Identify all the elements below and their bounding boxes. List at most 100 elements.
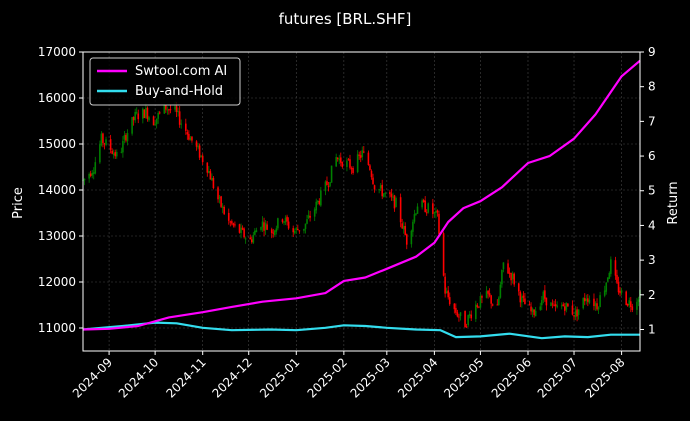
candle-body: [295, 227, 298, 231]
candle-body: [470, 314, 473, 319]
candle-body: [152, 116, 155, 126]
candle-body: [593, 298, 595, 306]
candle-body: [587, 298, 589, 302]
candle-body: [112, 153, 115, 155]
series-line-buy-and-hold: [82, 321, 640, 340]
candle-body: [475, 304, 477, 320]
y-tick-label-left: 12000: [38, 275, 76, 289]
candle-body: [596, 303, 598, 310]
series-line-swtool-ai: [82, 59, 641, 331]
candle-body: [422, 200, 425, 202]
candle-body: [327, 186, 330, 188]
candle-body: [195, 141, 198, 147]
candle-body: [175, 106, 178, 113]
candle-body: [307, 215, 310, 218]
candle-body: [631, 306, 634, 311]
candle-body: [306, 219, 308, 224]
candle-body: [304, 223, 307, 230]
candle-body: [155, 118, 158, 125]
candle-body: [531, 308, 534, 313]
candle-body: [329, 182, 331, 187]
candle-body: [212, 177, 215, 189]
candle-body: [625, 291, 627, 306]
candle-body: [197, 146, 199, 148]
candle-body: [465, 326, 468, 328]
candle-body: [567, 303, 569, 307]
candle-body: [274, 230, 276, 236]
candle-body: [599, 295, 601, 307]
candle-body: [378, 189, 380, 191]
candle-body: [476, 305, 479, 307]
candle-body: [206, 162, 209, 173]
candle-body: [636, 301, 638, 310]
candle-body: [208, 170, 210, 173]
candle-body: [413, 214, 416, 222]
candle-body: [163, 104, 166, 114]
candle-body: [588, 299, 591, 303]
candle-body: [479, 296, 482, 308]
candle-body: [583, 297, 586, 302]
candle-body: [436, 210, 439, 213]
candle-body: [261, 221, 264, 228]
candle-body: [221, 206, 224, 208]
y-tick-label-right: 1: [648, 322, 656, 336]
y-tick-label-left: 15000: [38, 137, 76, 151]
candle-body: [459, 312, 462, 316]
candle-body: [442, 233, 445, 276]
candle-body: [399, 197, 402, 223]
candle-body: [320, 190, 322, 206]
candle-body: [120, 151, 123, 153]
candle-body: [168, 109, 170, 111]
candle-body: [361, 150, 364, 158]
candle-body: [143, 109, 146, 118]
candle-body: [240, 227, 242, 234]
candle-body: [316, 200, 319, 203]
candle-body: [174, 106, 176, 110]
candle-body: [435, 210, 437, 213]
candle-body: [445, 291, 448, 293]
candle-body: [617, 282, 620, 293]
candle-body: [629, 301, 632, 307]
candle-body: [554, 304, 557, 307]
candle-body: [551, 303, 554, 305]
candle-body: [382, 193, 385, 197]
candle-body: [309, 215, 311, 218]
candle-body: [241, 227, 244, 230]
y-tick-label-right: 4: [648, 218, 656, 232]
candle-body: [350, 168, 353, 170]
y-tick-label-right: 6: [648, 149, 656, 163]
legend-label-ai: Swtool.com AI: [135, 64, 227, 79]
candle-body: [453, 303, 456, 310]
y-tick-label-right: 7: [648, 114, 656, 128]
candle-body: [346, 160, 348, 167]
candle-body: [88, 173, 90, 179]
candle-body: [169, 109, 172, 111]
y-tick-label-right: 5: [648, 184, 656, 198]
candle-body: [249, 237, 252, 240]
candle-body: [456, 312, 459, 317]
candle-body: [254, 230, 256, 235]
candle-body: [122, 140, 124, 153]
candle-body: [100, 133, 103, 146]
candle-body: [324, 181, 327, 192]
candle-body: [209, 171, 212, 180]
candle-body: [519, 291, 522, 303]
y-tick-label-right: 8: [648, 80, 656, 94]
candle-body: [275, 228, 278, 232]
y-tick-label-left: 13000: [38, 229, 76, 243]
candle-body: [326, 181, 328, 186]
candle-body: [565, 302, 568, 310]
candle-body: [94, 162, 97, 174]
candle-body: [336, 157, 339, 159]
candle-body: [358, 154, 360, 156]
candle-body: [146, 107, 149, 119]
candle-body: [603, 290, 606, 296]
candle-body: [521, 296, 523, 303]
candle-body: [92, 172, 95, 174]
candle-body: [499, 284, 502, 298]
candle-body: [186, 132, 189, 135]
candle-body: [250, 239, 253, 243]
candle-body: [425, 212, 428, 214]
candle-body: [381, 184, 384, 197]
